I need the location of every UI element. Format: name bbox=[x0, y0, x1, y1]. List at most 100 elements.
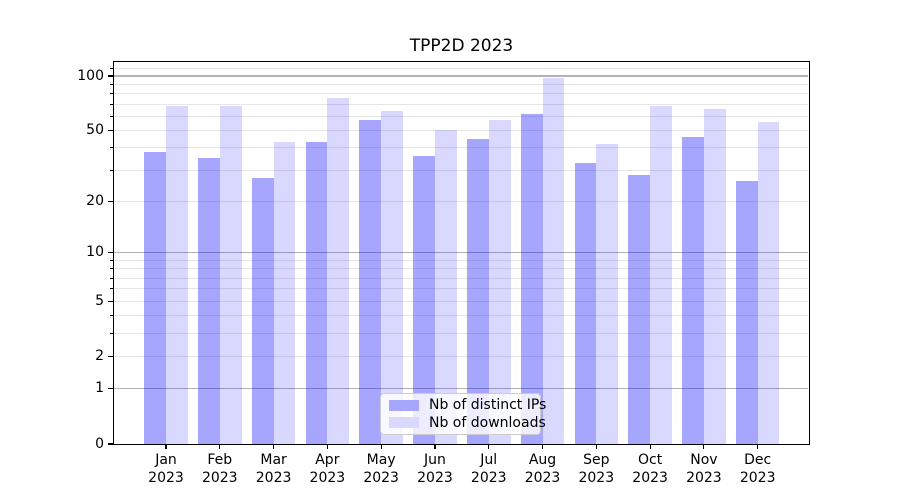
y-minor-tick bbox=[110, 129, 113, 131]
bar-dec-downloads bbox=[757, 121, 780, 444]
legend-item-distinct-ips: Nb of distinct IPs bbox=[389, 397, 546, 413]
y-minor-tick bbox=[110, 288, 113, 290]
y-tick-label: 100 bbox=[77, 67, 104, 84]
bar-apr-distinct-ips bbox=[305, 142, 328, 444]
x-tick-label: Feb 2023 bbox=[201, 452, 238, 486]
gridline-minor bbox=[113, 67, 808, 69]
gridline-minor bbox=[113, 300, 808, 302]
legend-label-distinct-ips: Nb of distinct IPs bbox=[429, 397, 547, 414]
x-tick-label: Dec 2023 bbox=[739, 452, 776, 486]
gridline-minor bbox=[113, 355, 808, 357]
bar-nov-distinct-ips bbox=[682, 136, 704, 444]
gridline-minor bbox=[113, 200, 808, 202]
gridline-minor bbox=[113, 268, 808, 270]
bar-may-downloads bbox=[381, 111, 403, 444]
x-tick-label: Jan 2023 bbox=[148, 452, 184, 486]
y-minor-tick bbox=[110, 169, 113, 171]
x-tick-label: Oct 2023 bbox=[632, 452, 668, 486]
y-minor-tick bbox=[110, 332, 113, 334]
bar-apr-downloads bbox=[327, 97, 350, 444]
gridline-major bbox=[113, 75, 808, 77]
legend-swatch-downloads bbox=[389, 417, 419, 429]
gridline-minor bbox=[113, 277, 808, 279]
bar-jan-downloads bbox=[166, 106, 188, 444]
x-tick-label: Jun 2023 bbox=[417, 452, 453, 486]
x-tick bbox=[165, 444, 167, 449]
chart-title: TPP2D 2023 bbox=[409, 36, 514, 56]
y-tick bbox=[108, 252, 113, 254]
y-tick-label: 2 bbox=[95, 347, 104, 364]
x-tick bbox=[649, 444, 651, 449]
bar-may-distinct-ips bbox=[359, 120, 382, 444]
y-minor-tick bbox=[110, 277, 113, 279]
gridline-minor bbox=[113, 147, 808, 149]
y-minor-tick bbox=[110, 300, 113, 302]
y-minor-tick bbox=[110, 115, 113, 117]
y-tick bbox=[108, 443, 113, 445]
bar-aug-distinct-ips bbox=[520, 113, 543, 444]
gridline-minor bbox=[113, 315, 808, 317]
bar-jun-distinct-ips bbox=[413, 156, 435, 444]
bar-mar-distinct-ips bbox=[251, 178, 274, 444]
gridline-minor bbox=[113, 93, 808, 95]
x-tick bbox=[703, 444, 705, 449]
legend: Nb of distinct IPs Nb of downloads bbox=[380, 393, 546, 435]
x-tick bbox=[380, 444, 382, 449]
x-tick-label: Jul 2023 bbox=[470, 452, 507, 486]
y-minor-tick bbox=[110, 355, 113, 357]
x-tick bbox=[488, 444, 490, 449]
y-tick-label: 0 bbox=[95, 435, 104, 452]
legend-swatch-distinct-ips bbox=[389, 399, 419, 411]
gridline-minor bbox=[113, 115, 808, 117]
bar-oct-distinct-ips bbox=[628, 175, 651, 444]
gridline-minor bbox=[113, 288, 808, 290]
x-tick bbox=[272, 444, 275, 449]
y-minor-tick bbox=[110, 93, 113, 95]
x-tick bbox=[541, 444, 544, 449]
gridline-minor bbox=[113, 83, 808, 85]
y-tick bbox=[108, 75, 113, 77]
x-tick bbox=[434, 444, 436, 449]
gridline-minor bbox=[113, 129, 808, 131]
y-tick-label: 50 bbox=[86, 121, 104, 138]
x-tick bbox=[595, 444, 597, 449]
bar-jan-distinct-ips bbox=[144, 151, 166, 444]
bar-jun-downloads bbox=[434, 130, 457, 444]
bar-sep-distinct-ips bbox=[574, 162, 597, 444]
x-tick-label: Sep 2023 bbox=[578, 452, 615, 486]
bar-feb-distinct-ips bbox=[197, 158, 220, 444]
x-tick-label: Aug 2023 bbox=[524, 452, 561, 486]
legend-label-downloads: Nb of downloads bbox=[429, 414, 546, 431]
y-tick-label: 1 bbox=[95, 380, 104, 397]
bar-sep-downloads bbox=[596, 144, 619, 444]
x-tick-label: Nov 2023 bbox=[686, 452, 722, 486]
gridline-minor bbox=[113, 103, 808, 105]
y-minor-tick bbox=[110, 147, 113, 149]
y-tick-label: 20 bbox=[86, 192, 104, 209]
y-minor-tick bbox=[110, 200, 113, 202]
plot-frame bbox=[113, 61, 810, 445]
y-minor-tick bbox=[110, 259, 113, 261]
y-tick bbox=[108, 388, 113, 390]
x-tick-label: Apr 2023 bbox=[309, 452, 346, 486]
gridline-minor bbox=[113, 259, 808, 261]
bar-aug-downloads bbox=[542, 77, 565, 444]
legend-item-downloads: Nb of downloads bbox=[389, 415, 546, 431]
y-minor-tick bbox=[110, 268, 113, 270]
bar-oct-downloads bbox=[650, 106, 672, 444]
y-tick-label: 5 bbox=[95, 292, 104, 309]
y-minor-tick bbox=[110, 67, 113, 69]
y-minor-tick bbox=[110, 103, 113, 105]
y-minor-tick bbox=[110, 83, 113, 85]
bar-nov-downloads bbox=[703, 108, 726, 444]
gridline-minor bbox=[113, 332, 808, 334]
bar-jul-downloads bbox=[488, 120, 511, 444]
x-tick bbox=[757, 444, 759, 449]
gridline-major bbox=[113, 252, 808, 254]
x-tick bbox=[326, 444, 328, 449]
gridline-major bbox=[113, 388, 808, 390]
